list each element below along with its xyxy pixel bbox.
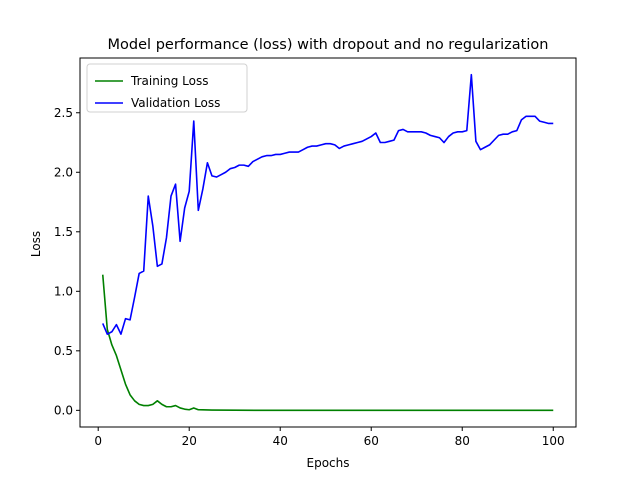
y-axis-label: Loss — [29, 231, 43, 257]
y-tick-label: 2.0 — [54, 165, 73, 179]
legend-label-0: Training Loss — [130, 74, 208, 88]
x-axis-label: Epochs — [307, 456, 350, 470]
x-tick-label: 20 — [182, 434, 197, 448]
series-line-0 — [101, 274, 554, 412]
y-tick-label: 0.5 — [54, 344, 73, 358]
y-tick-label: 0.0 — [54, 403, 73, 417]
plot-frame — [79, 57, 577, 428]
x-tick-label: 80 — [455, 434, 470, 448]
x-tick-label: 60 — [364, 434, 379, 448]
legend: Training Loss Validation Loss — [86, 63, 248, 113]
x-tick-label: 0 — [94, 434, 102, 448]
series-line-1 — [102, 73, 554, 335]
x-axis: 0 20 40 60 80 100 — [94, 427, 565, 448]
y-tick-label: 1.5 — [54, 225, 73, 239]
x-tick-label: 100 — [542, 434, 565, 448]
y-axis: 0.0 0.5 1.0 1.5 2.0 2.5 — [54, 106, 80, 417]
chart-title: Model performance (loss) with dropout an… — [108, 37, 549, 53]
x-tick-label: 40 — [273, 434, 288, 448]
legend-box — [86, 63, 248, 113]
y-tick-label: 1.0 — [54, 284, 73, 298]
legend-label-1: Validation Loss — [131, 96, 220, 110]
y-tick-label: 2.5 — [54, 106, 73, 120]
plot-area — [79, 57, 577, 428]
